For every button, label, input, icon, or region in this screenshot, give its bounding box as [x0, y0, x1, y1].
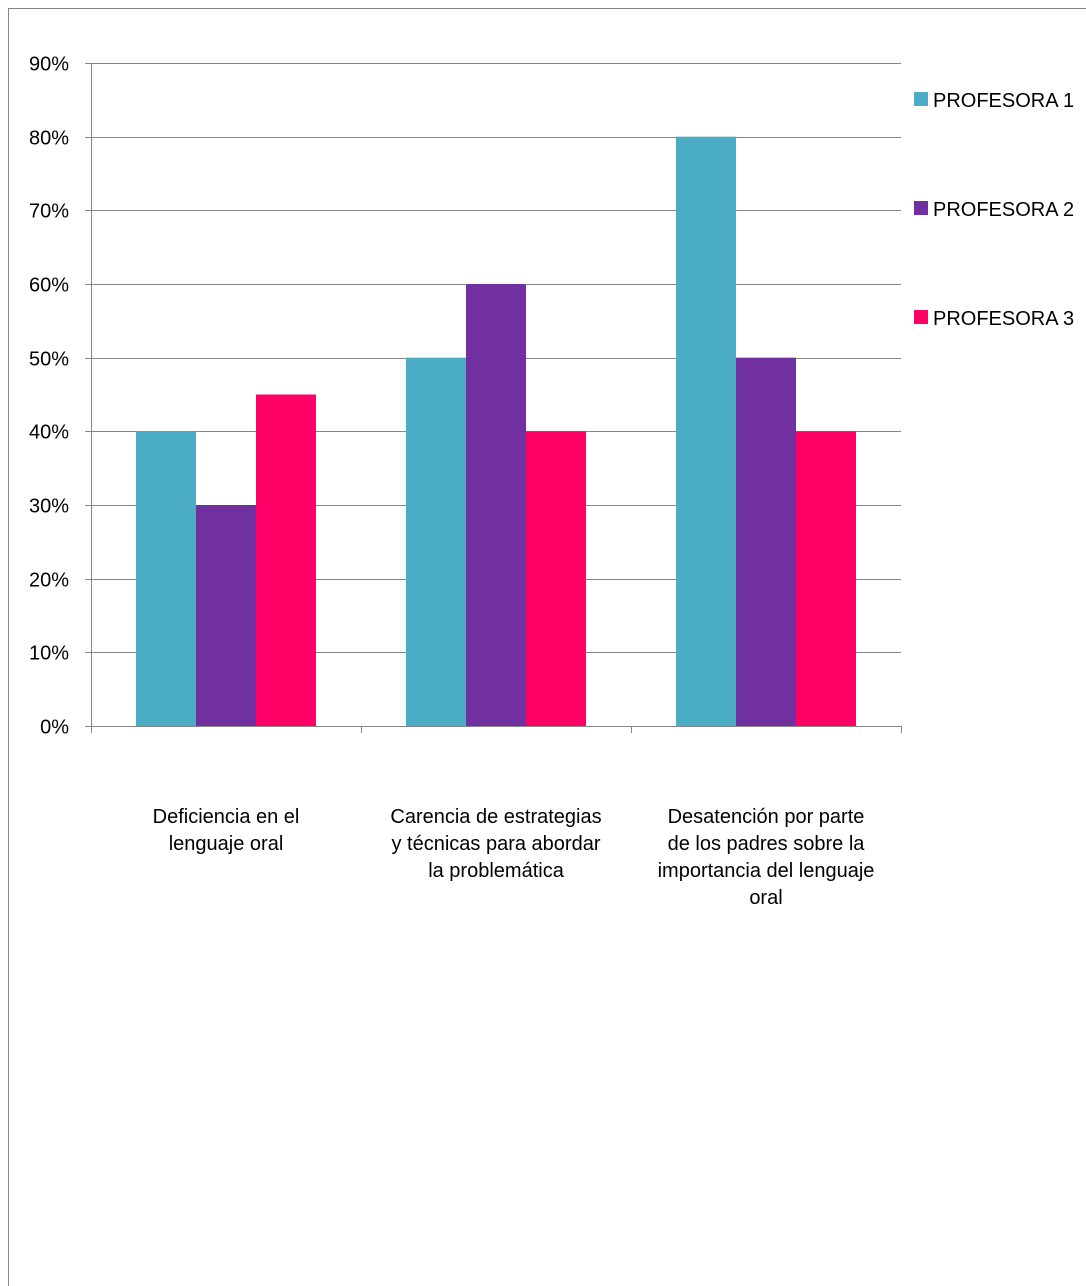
x-category-label: Carencia de estrategias y técnicas para a…	[390, 806, 601, 882]
bar-profesora-3	[796, 431, 856, 726]
y-tick-label: 60%	[29, 275, 69, 297]
legend-label: PROFESORA 1	[933, 90, 1074, 112]
legend-item: PROFESORA 3	[914, 308, 1074, 330]
y-tick-label: 80%	[29, 128, 69, 150]
y-tick-label: 10%	[29, 643, 69, 665]
bar-profesora-3	[526, 431, 586, 726]
legend-label: PROFESORA 2	[933, 199, 1074, 221]
y-tick-label: 30%	[29, 496, 69, 518]
y-tick-label: 40%	[29, 422, 69, 444]
y-tick-label: 90%	[29, 54, 69, 76]
legend-swatch	[914, 92, 928, 106]
y-tick-label: 0%	[40, 717, 69, 739]
x-category-label: Desatención por parte de los padres sobre…	[658, 806, 875, 909]
y-axis-tick-labels: 0% 10% 20% 30% 40% 50% 60% 70% 80% 90%	[29, 54, 69, 739]
legend-item: PROFESORA 2	[914, 199, 1074, 221]
axes	[85, 63, 902, 733]
bars	[136, 136, 856, 726]
y-tick-label: 70%	[29, 201, 69, 223]
bar-profesora-2	[196, 505, 256, 726]
bar-profesora-2	[466, 284, 526, 726]
bar-profesora-1	[676, 136, 736, 726]
y-tick-label: 20%	[29, 570, 69, 592]
legend-swatch	[914, 201, 928, 215]
bar-profesora-2	[736, 357, 796, 726]
y-tick-label: 50%	[29, 349, 69, 371]
bar-profesora-1	[406, 357, 466, 726]
legend: PROFESORA 1 PROFESORA 2 PROFESORA 3	[914, 90, 1074, 330]
legend-label: PROFESORA 3	[933, 308, 1074, 330]
x-axis-category-labels: Deficiencia en el lenguaje oral Carencia d…	[153, 806, 875, 909]
bar-profesora-1	[136, 431, 196, 726]
legend-swatch	[914, 310, 928, 324]
x-category-label: Deficiencia en el lenguaje oral	[153, 806, 300, 855]
bar-profesora-3	[256, 394, 316, 726]
legend-item: PROFESORA 1	[914, 90, 1074, 112]
